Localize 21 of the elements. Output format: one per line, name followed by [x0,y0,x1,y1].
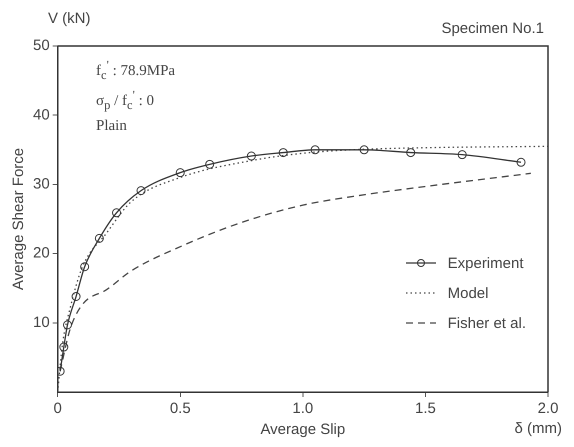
y-tick-label: 10 [32,314,50,331]
legend-label: Fisher et al. [448,314,526,332]
x-tick-label: 1.5 [414,400,436,418]
x-tick-label: 2.0 [538,400,558,418]
text: δ (mm) [514,420,562,437]
text: Specimen No.1 [441,20,544,37]
x-tick-label: 0 [54,400,62,418]
legend-label: Model [448,284,488,302]
y-tick-label: 50 [32,37,50,54]
y-axis-title: Average Shear Force [10,148,28,290]
annotation: f$_{c}$$^{'}$ : 78.9MPa [96,58,176,83]
text: V (kN) [48,10,90,27]
x-axis-title: Average Slip [260,421,346,438]
x-tick-label: 0.5 [170,400,191,418]
annotation: σ$_{p}$ / f$_{c}$$^{'}$ : 0 [96,88,154,113]
annotation: Plain [96,118,127,135]
y-tick-label: 30 [32,176,50,193]
y-tick-label: 40 [32,106,50,124]
x-tick-label: 1.0 [292,400,314,418]
legend-label: Experiment [448,254,524,272]
y-tick-label: 20 [32,244,50,262]
